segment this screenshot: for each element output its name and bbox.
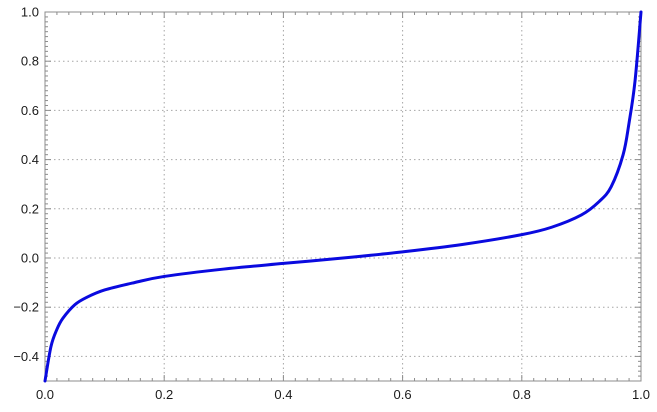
y-tick-label: 1.0 (21, 5, 39, 20)
y-tick-label: 0.4 (21, 152, 39, 167)
y-tick-label: −0.4 (13, 349, 39, 364)
x-tick-label: 1.0 (632, 387, 650, 402)
series (43, 10, 643, 383)
y-tick-label: −0.2 (13, 300, 39, 315)
series-line-0 (43, 10, 643, 383)
x-tick-label: 0.2 (155, 387, 173, 402)
x-tick-label: 0.8 (513, 387, 531, 402)
tick-labels: 0.0 0.2 0.4 0.6 0.8 1.0 −0.4 −0.2 0.0 0.2 0.4 0.6 0.… (13, 5, 650, 403)
y-tick-label: 0.6 (21, 103, 39, 118)
axis-ticks (44, 11, 642, 382)
y-tick-label: 0.8 (21, 54, 39, 69)
grid (45, 12, 641, 381)
plot-frame (44, 11, 642, 382)
y-tick-label: 0.2 (21, 201, 39, 216)
x-tick-label: 0.4 (274, 387, 292, 402)
x-tick-label: 0.6 (394, 387, 412, 402)
x-tick-label: 0.0 (36, 387, 54, 402)
y-tick-label: 0.0 (21, 251, 39, 266)
